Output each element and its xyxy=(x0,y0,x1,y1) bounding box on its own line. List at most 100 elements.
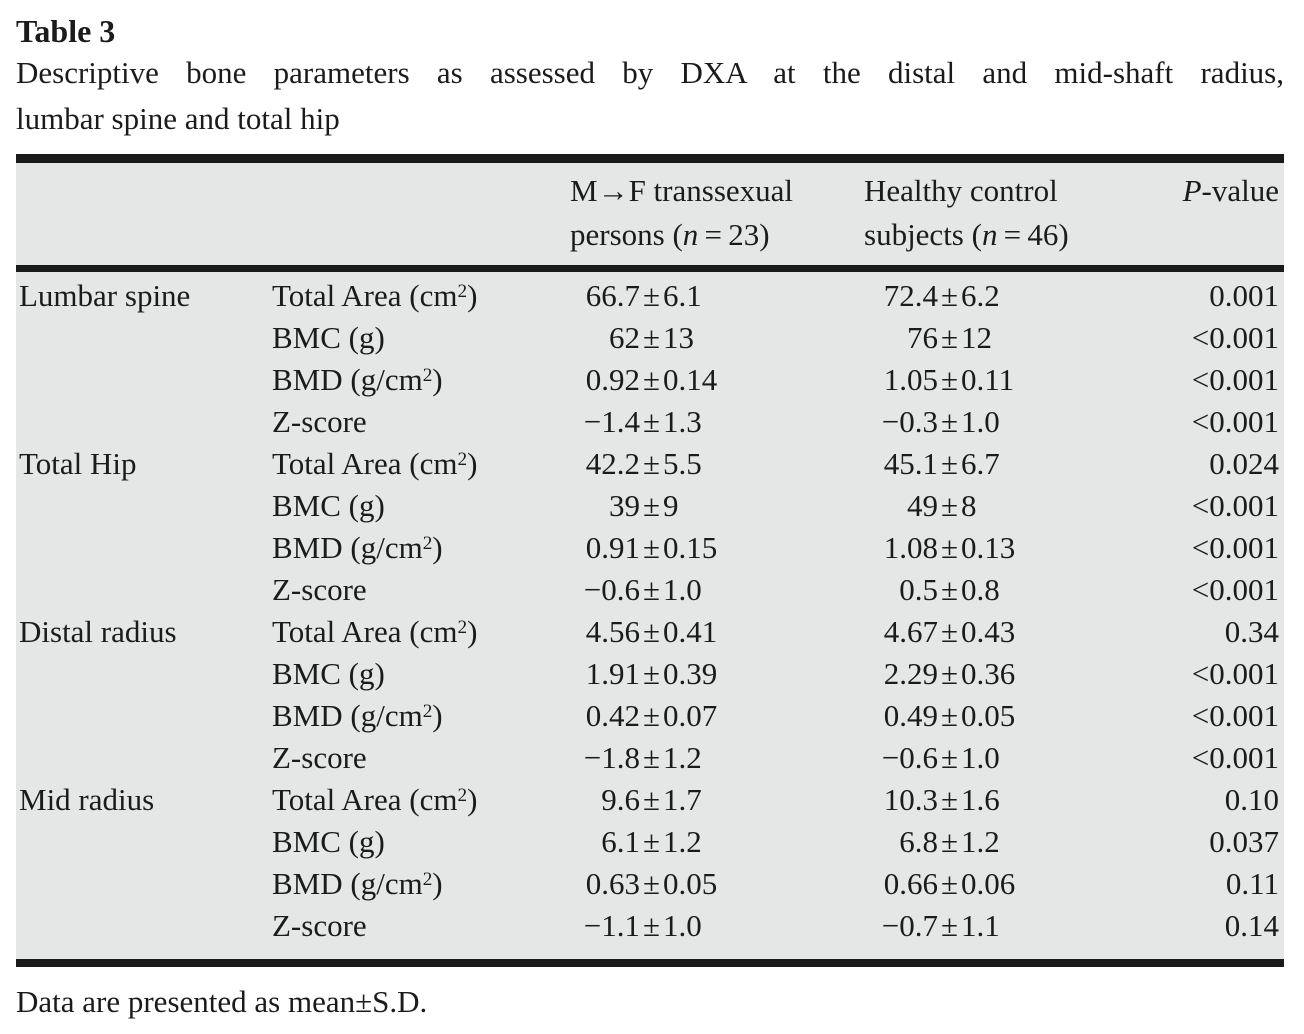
mean-sd-value: −1.4 ±1.3 xyxy=(583,404,702,439)
table-row: Distal radius Total Area (cm2) 4.56 ±0.41 4.… xyxy=(16,611,1284,653)
mean-sd-value: −0.7 ±1.1 xyxy=(881,908,1000,943)
value-cell-mf: −1.1 ±1.0 xyxy=(570,905,864,947)
value-cell-control: 0.66 ±0.06 xyxy=(864,863,1177,905)
parameter-cell: Z-score xyxy=(272,572,367,607)
value-cell-control: 4.67 ±0.43 xyxy=(864,611,1177,653)
table-row: Mid radius Total Area (cm2) 9.6 ±1.7 10.3 ±1.… xyxy=(16,779,1284,821)
site-cell xyxy=(16,737,272,779)
mean-sd-value: 0.49 ±0.05 xyxy=(883,698,1016,733)
pvalue-cell: 0.10 xyxy=(1224,782,1279,817)
mean-sd-value: 72.4 ±6.2 xyxy=(883,278,1000,313)
pvalue-cell: <0.001 xyxy=(1191,530,1279,565)
table-row: Z-score −0.6 ±1.0 0.5 ±0.8 <0.001 xyxy=(16,569,1284,611)
mean-sd-value: 0.42 ±0.07 xyxy=(585,698,718,733)
value-cell-control: 1.05 ±0.11 xyxy=(864,359,1177,401)
header-line: Healthy control xyxy=(864,173,1058,208)
site-cell xyxy=(16,695,272,737)
parameter-cell: Total Area (cm2) xyxy=(272,446,478,481)
value-cell-control: 49 ±8 xyxy=(864,485,1177,527)
mean-sd-value: 0.5 ±0.8 xyxy=(899,572,1000,607)
site-cell: Total Hip xyxy=(19,446,137,481)
mean-sd-value: 4.67 ±0.43 xyxy=(883,614,1016,649)
value-cell-control: 10.3 ±1.6 xyxy=(864,779,1177,821)
header-site xyxy=(16,169,272,257)
table-row: Z-score −1.8 ±1.2 −0.6 ±1.0 <0.001 xyxy=(16,737,1284,779)
mean-sd-value: 62 ±13 xyxy=(609,320,695,355)
mean-sd-value: 1.91 ±0.39 xyxy=(585,656,718,691)
pvalue-cell: <0.001 xyxy=(1191,698,1279,733)
column-header-healthy-control: Healthy control subjects (n = 46) xyxy=(864,169,1177,257)
mean-sd-value: 0.92 ±0.14 xyxy=(585,362,718,397)
value-cell-mf: 6.1 ±1.2 xyxy=(570,821,864,863)
pvalue-cell: 0.001 xyxy=(1209,278,1279,313)
site-cell xyxy=(16,359,272,401)
data-table: M→F transsexual persons (n = 23) Healthy… xyxy=(16,154,1284,967)
table-row: Total Hip Total Area (cm2) 42.2 ±5.5 45.1 ±6.… xyxy=(16,443,1284,485)
mean-sd-value: 10.3 ±1.6 xyxy=(883,782,1000,817)
value-cell-control: −0.6 ±1.0 xyxy=(864,737,1177,779)
value-cell-mf: 66.7 ±6.1 xyxy=(570,275,864,317)
mean-sd-value: 39 ±9 xyxy=(609,488,679,523)
table-row: BMD (g/cm2) 0.63 ±0.05 0.66 ±0.06 0.11 xyxy=(16,863,1284,905)
pvalue-cell: <0.001 xyxy=(1191,362,1279,397)
mean-sd-value: −0.3 ±1.0 xyxy=(881,404,1000,439)
parameter-cell: Total Area (cm2) xyxy=(272,614,478,649)
table-row: BMC (g) 62 ±13 76 ±12 <0.001 xyxy=(16,317,1284,359)
value-cell-mf: 39 ±9 xyxy=(570,485,864,527)
value-cell-control: 2.29 ±0.36 xyxy=(864,653,1177,695)
mean-sd-value: −1.8 ±1.2 xyxy=(583,740,702,775)
mean-sd-value: 2.29 ±0.36 xyxy=(883,656,1016,691)
pvalue-cell: 0.11 xyxy=(1225,866,1279,901)
mean-sd-value: 6.8 ±1.2 xyxy=(899,824,1000,859)
value-cell-mf: −1.8 ±1.2 xyxy=(570,737,864,779)
table-row: Z-score −1.4 ±1.3 −0.3 ±1.0 <0.001 xyxy=(16,401,1284,443)
parameter-cell: BMD (g/cm2) xyxy=(272,866,443,901)
site-cell xyxy=(16,569,272,611)
value-cell-control: 76 ±12 xyxy=(864,317,1177,359)
pvalue-cell: 0.34 xyxy=(1224,614,1279,649)
caption-line: Descriptive bone parameters as assessed … xyxy=(16,55,1284,90)
value-cell-control: 6.8 ±1.2 xyxy=(864,821,1177,863)
parameter-cell: BMC (g) xyxy=(272,320,385,355)
mean-sd-value: 45.1 ±6.7 xyxy=(883,446,1000,481)
pvalue-cell: <0.001 xyxy=(1191,320,1279,355)
column-header-mf-transsexual: M→F transsexual persons (n = 23) xyxy=(570,169,864,257)
header-line: subjects (n = 46) xyxy=(864,217,1069,252)
value-cell-mf: 62 ±13 xyxy=(570,317,864,359)
value-cell-mf: 0.92 ±0.14 xyxy=(570,359,864,401)
value-cell-control: 0.49 ±0.05 xyxy=(864,695,1177,737)
footnote: Data are presented as mean±S.D. xyxy=(16,984,428,1019)
value-cell-control: 0.5 ±0.8 xyxy=(864,569,1177,611)
parameter-cell: Total Area (cm2) xyxy=(272,278,478,313)
mean-sd-value: 42.2 ±5.5 xyxy=(585,446,702,481)
mean-sd-value: 6.1 ±1.2 xyxy=(601,824,702,859)
table-title: Table 3 xyxy=(16,13,116,49)
table-row: Lumbar spine Total Area (cm2) 66.7 ±6.1 72.4… xyxy=(16,275,1284,317)
mean-sd-value: 0.66 ±0.06 xyxy=(883,866,1016,901)
mean-sd-value: −0.6 ±1.0 xyxy=(881,740,1000,775)
mean-sd-value: −1.1 ±1.0 xyxy=(583,908,702,943)
value-cell-mf: 1.91 ±0.39 xyxy=(570,653,864,695)
parameter-cell: BMD (g/cm2) xyxy=(272,698,443,733)
mean-sd-value: 0.91 ±0.15 xyxy=(585,530,718,565)
mean-sd-value: 1.05 ±0.11 xyxy=(883,362,1015,397)
site-cell: Mid radius xyxy=(19,782,155,817)
value-cell-control: 1.08 ±0.13 xyxy=(864,527,1177,569)
pvalue-cell: <0.001 xyxy=(1191,488,1279,523)
site-cell xyxy=(16,863,272,905)
site-cell xyxy=(16,905,272,947)
parameter-cell: Z-score xyxy=(272,908,367,943)
mean-sd-value: 66.7 ±6.1 xyxy=(585,278,702,313)
pvalue-cell: <0.001 xyxy=(1191,572,1279,607)
site-cell xyxy=(16,485,272,527)
mean-sd-value: 1.08 ±0.13 xyxy=(883,530,1016,565)
value-cell-mf: 42.2 ±5.5 xyxy=(570,443,864,485)
pvalue-cell: 0.024 xyxy=(1209,446,1279,481)
mean-sd-value: −0.6 ±1.0 xyxy=(583,572,702,607)
parameter-cell: BMD (g/cm2) xyxy=(272,362,443,397)
pvalue-cell: 0.037 xyxy=(1209,824,1279,859)
value-cell-control: −0.7 ±1.1 xyxy=(864,905,1177,947)
value-cell-mf: −0.6 ±1.0 xyxy=(570,569,864,611)
site-cell xyxy=(16,821,272,863)
